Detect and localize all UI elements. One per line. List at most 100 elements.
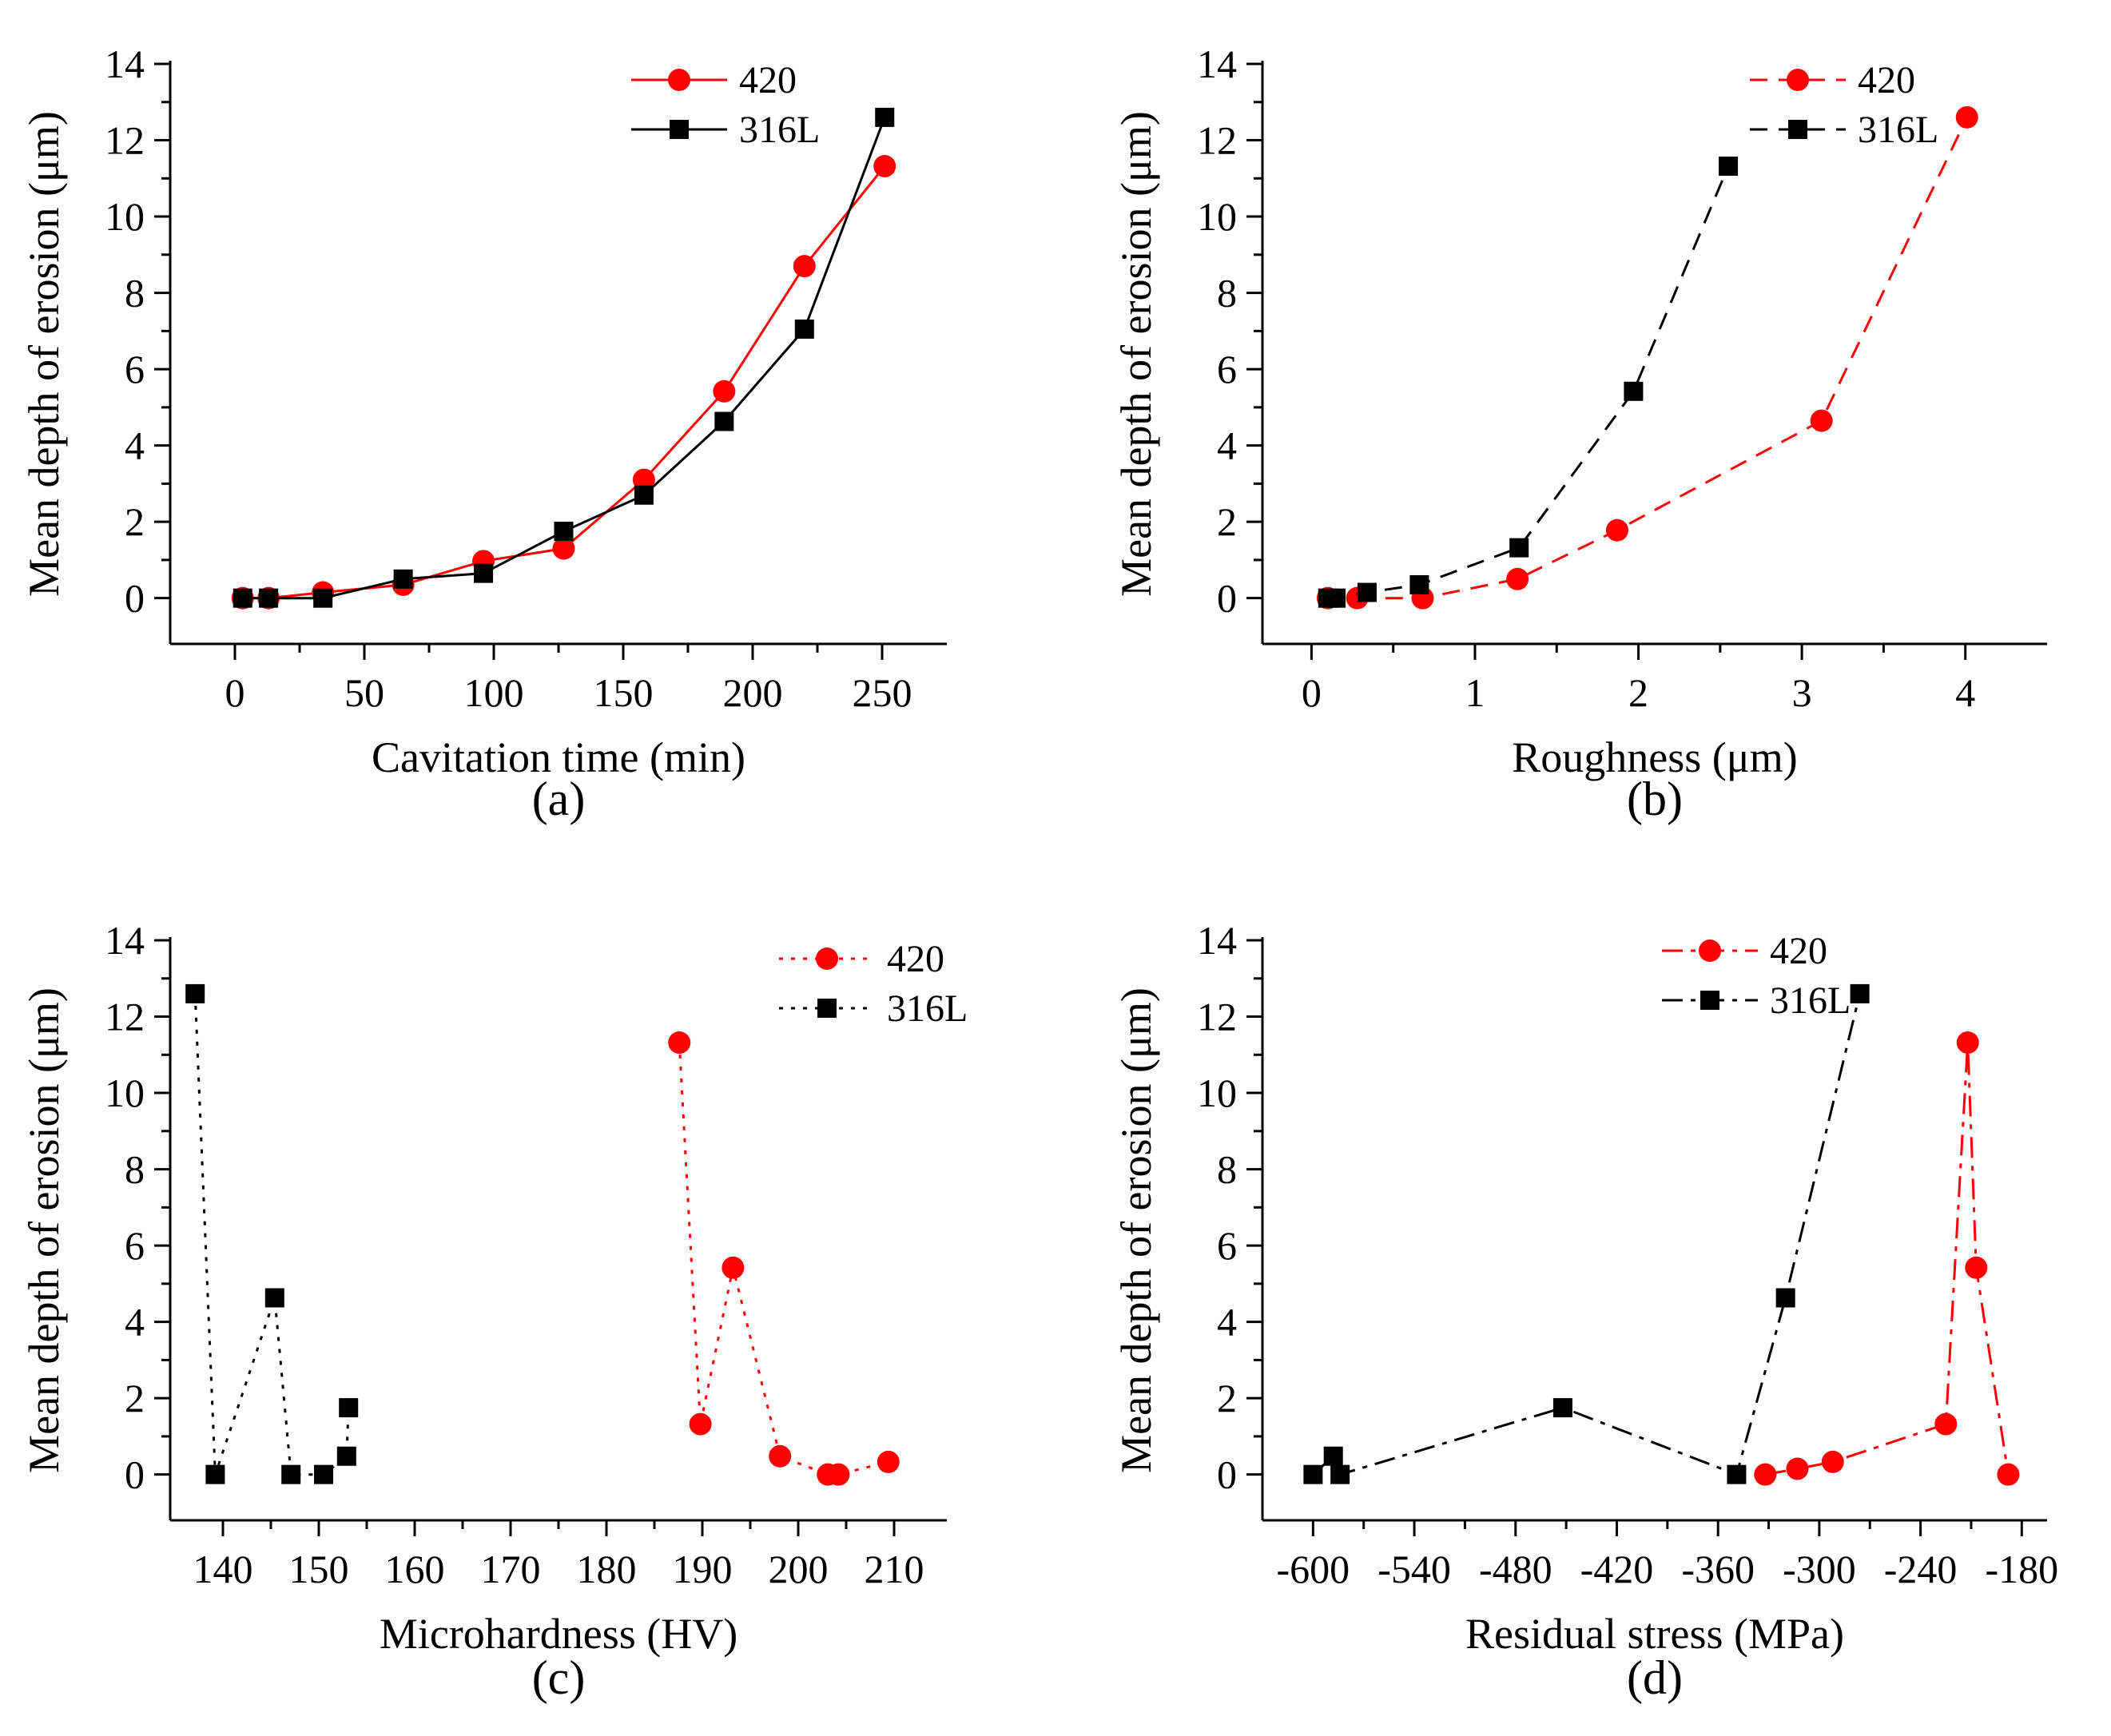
data-point-316L <box>205 1464 225 1484</box>
data-point-420 <box>632 468 655 491</box>
data-point-316L <box>264 1288 284 1308</box>
y-tick-label: 12 <box>1197 995 1237 1039</box>
x-tick-label: 210 <box>865 1547 924 1591</box>
x-tick-label: 0 <box>225 670 245 715</box>
y-tick-label: 0 <box>125 1452 145 1497</box>
x-tick-label: 3 <box>1792 670 1812 715</box>
y-tick-label: 14 <box>105 42 145 86</box>
series-line-316L <box>193 993 350 1476</box>
data-point-316L <box>1303 1464 1323 1484</box>
data-point-420 <box>1506 567 1529 590</box>
y-tick-label: 4 <box>1217 423 1237 468</box>
y-axis-title: Mean depth of erosion (μm) <box>1112 111 1160 597</box>
legend-label-420: 420 <box>887 938 944 980</box>
data-point-420 <box>1754 1463 1777 1486</box>
data-point-420 <box>1997 1463 2020 1486</box>
data-point-420 <box>769 1444 792 1468</box>
y-tick-label: 14 <box>1197 42 1237 86</box>
y-tick-label: 6 <box>1217 347 1237 391</box>
data-point-420 <box>689 1412 712 1436</box>
data-point-420 <box>877 1450 900 1473</box>
legend-label-420: 420 <box>1770 930 1827 972</box>
data-point-420 <box>552 537 575 560</box>
y-tick-label: 12 <box>1197 118 1237 163</box>
x-tick-label: -180 <box>1985 1547 2058 1591</box>
y-tick-label: 8 <box>125 271 145 316</box>
x-axis-title: Cavitation time (min) <box>372 733 745 781</box>
panel-caption: (a) <box>532 773 586 825</box>
x-tick-label: 1 <box>1465 670 1485 715</box>
y-tick-label: 10 <box>105 1071 145 1115</box>
legend-marker-420 <box>1787 69 1809 91</box>
y-tick-label: 0 <box>1217 1452 1237 1497</box>
legend-label-420: 420 <box>739 59 797 101</box>
y-tick-label: 0 <box>1217 576 1237 621</box>
legend-marker-316L <box>670 120 689 139</box>
legend-label-420: 420 <box>1858 59 1915 101</box>
data-point-420 <box>1955 105 1978 129</box>
y-tick-label: 14 <box>1197 918 1237 963</box>
data-point-316L <box>554 522 574 542</box>
y-tick-label: 12 <box>105 118 145 163</box>
chart-panel-a: 0 50 100 150 200 250 0 2 4 6 8 10 12 14 Cavitation tim… <box>20 42 947 825</box>
legend-marker-420 <box>816 947 838 970</box>
legend-marker-316L <box>1700 991 1719 1010</box>
y-tick-label: 2 <box>125 499 145 544</box>
data-point-316L <box>314 1464 333 1484</box>
legend-marker-316L <box>817 999 837 1018</box>
y-tick-label: 8 <box>1217 1147 1237 1192</box>
legend-marker-316L <box>1788 120 1807 139</box>
data-point-420 <box>873 155 896 178</box>
data-point-316L <box>259 588 279 608</box>
y-tick-label: 10 <box>1197 194 1237 239</box>
x-tick-label: 2 <box>1628 670 1648 715</box>
x-tick-label: -300 <box>1783 1547 1856 1591</box>
chart-panel-d: -600 -540 -480 -420 -360 -300 -240 -180 0 2 4 6 8 10 1… <box>1112 918 2058 1704</box>
legend-marker-420 <box>1699 940 1721 962</box>
data-point-316L <box>794 319 814 339</box>
data-point-316L <box>875 107 895 127</box>
x-axis-title: Roughness (μm) <box>1512 733 1797 781</box>
x-tick-label: 150 <box>594 670 654 715</box>
data-point-316L <box>1552 1398 1572 1418</box>
panel-caption: (d) <box>1627 1651 1683 1704</box>
x-tick-label: 100 <box>464 670 524 715</box>
x-tick-label: 0 <box>1302 670 1322 715</box>
data-point-420 <box>722 1256 745 1279</box>
x-tick-label: 150 <box>289 1547 349 1591</box>
data-point-420 <box>1810 409 1833 432</box>
x-tick-label: 180 <box>577 1547 637 1591</box>
y-tick-label: 2 <box>1217 1376 1237 1420</box>
data-point-316L <box>233 588 252 608</box>
data-point-316L <box>1330 1464 1350 1484</box>
y-tick-label: 6 <box>1217 1223 1237 1268</box>
series-line-316L <box>1327 165 1730 600</box>
x-tick-label: 170 <box>481 1547 541 1591</box>
y-axis-title: Mean depth of erosion (μm) <box>1112 987 1160 1473</box>
data-point-316L <box>474 563 494 583</box>
legend-label-316L: 316L <box>739 109 820 151</box>
x-tick-label: -420 <box>1580 1547 1654 1591</box>
data-point-316L <box>1624 381 1644 401</box>
data-point-316L <box>281 1464 301 1484</box>
data-point-316L <box>1409 574 1429 594</box>
x-tick-label: -600 <box>1277 1547 1350 1591</box>
legend-marker-420 <box>668 69 690 91</box>
data-point-420 <box>1605 518 1628 542</box>
data-point-420 <box>827 1463 850 1486</box>
series-line-316L <box>242 117 886 600</box>
data-point-316L <box>393 569 413 589</box>
y-tick-label: 4 <box>125 1300 145 1345</box>
data-point-316L <box>1727 1464 1747 1484</box>
data-point-316L <box>1357 582 1377 602</box>
x-tick-label: 160 <box>385 1547 445 1591</box>
series-line-316L <box>1312 993 1862 1476</box>
data-point-316L <box>714 411 734 431</box>
x-tick-label: 50 <box>344 670 384 715</box>
y-tick-label: 2 <box>125 1376 145 1420</box>
x-tick-label: -240 <box>1884 1547 1958 1591</box>
data-point-316L <box>339 1398 359 1418</box>
x-tick-label: 200 <box>723 670 783 715</box>
y-tick-label: 8 <box>1217 271 1237 316</box>
